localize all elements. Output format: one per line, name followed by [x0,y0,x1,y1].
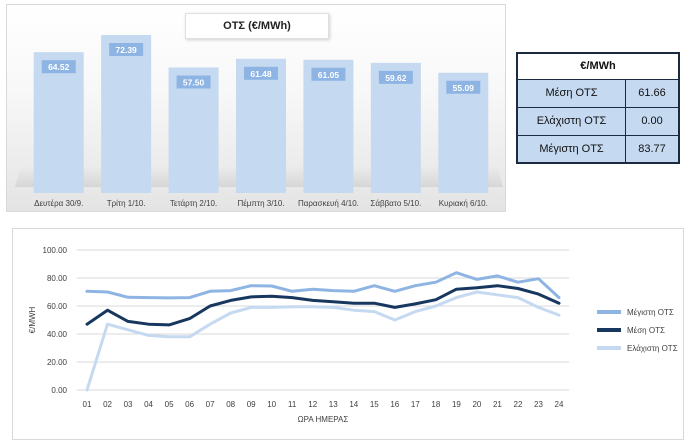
y-tick-label: 60.00 [47,302,68,311]
x-tick-label: 23 [534,400,543,409]
bar-category-label: Παρασκευή 4/10. [298,199,359,208]
min-price-line [85,290,561,392]
x-tick-label: 10 [267,400,276,409]
bar-chart-plot: 64.52 Δευτέρα 30/9. 72.39 Τρίτη 1/10. 57.50 Τ… [15,35,503,208]
bar-value-label: 72.39 [116,45,138,55]
bar-value-label-bg [244,66,278,80]
bar-value-label: 61.05 [318,70,340,80]
x-tick-label: 22 [514,400,523,409]
x-tick-label: 12 [308,400,317,409]
average-price-line [85,284,561,327]
y-tick-label: 0.00 [51,386,67,395]
bar-value-label: 55.09 [453,83,475,93]
x-tick-label: 20 [472,400,481,409]
legend-item-min: Ελάχιστη ΟΤΣ [597,341,687,355]
x-tick-label: 03 [124,400,133,409]
stats-value-minimum: 0.00 [625,106,680,136]
x-tick-label: 19 [452,400,461,409]
bar-category-label: Τρίτη 1/10. [107,199,146,208]
x-tick-label: 02 [103,400,112,409]
bar [236,58,286,193]
bar-category-label: Τετάρτη 2/10. [170,199,217,208]
stats-row-minimum: Ελάχιστη ΟΤΣ 0.00 [516,106,680,136]
y-tick-label: 80.00 [47,274,68,283]
bar-category-label: Δευτέρα 30/9. [34,199,83,208]
x-tick-label: 07 [206,400,215,409]
y-axis-title: €/MWH [28,306,37,333]
bar [101,35,152,193]
x-tick-label: 18 [431,400,440,409]
x-tick-label: 24 [555,400,564,409]
x-tick-label: 11 [288,400,297,409]
legend-label-min: Ελάχιστη ΟΤΣ [627,343,678,353]
stats-label-maximum: Μέγιστη ΟΤΣ [516,134,627,164]
bar [33,52,84,194]
bar-value-label-bg [311,67,346,81]
legend-label-max: Μέγιστη ΟΤΣ [627,307,674,317]
bar-value-label: 57.50 [183,77,205,87]
bar-category-label: Πέμπτη 3/10. [237,199,284,208]
legend-label-average: Μέση ΟΤΣ [627,325,665,335]
bar [370,62,421,193]
bar-value-label: 64.52 [48,62,70,72]
x-tick-label: 21 [493,400,502,409]
legend-swatch-max [597,310,621,314]
bar-category-label: Σάββατο 5/10. [370,199,421,208]
x-tick-label: 15 [370,400,379,409]
bar-value-label: 59.62 [385,73,407,83]
max-price-line [85,271,561,300]
bar-value-label-bg [176,75,211,89]
x-tick-label: 08 [226,400,235,409]
stats-row-average: Μέση ΟΤΣ 61.66 [516,78,680,108]
x-tick-label: 09 [247,400,256,409]
legend-swatch-min [597,346,621,350]
bar-value-label-bg [41,60,76,74]
bar-category-label: Κυριακή 6/10. [439,199,488,208]
stats-label-average: Μέση ΟΤΣ [516,78,627,108]
x-tick-label: 01 [83,400,92,409]
bar [303,59,354,193]
stats-table-header: €/MWh [516,52,680,80]
stats-value-maximum: 83.77 [625,134,680,164]
stats-value-average: 61.66 [625,78,680,108]
hourly-price-line-chart: 0.00 20.00 40.00 60.00 80.00 100.00 01 02 03 04 05… [12,228,684,440]
line-chart-plot: 0.00 20.00 40.00 60.00 80.00 100.00 01 02 03 04 05… [28,246,569,424]
x-tick-label: 06 [185,400,194,409]
bar-value-label-bg [446,80,481,94]
bar-value-label: 61.48 [250,69,272,79]
bar-chart-title: ΟΤΣ (€/MWh) [185,13,329,39]
bar-value-label-bg [378,70,413,84]
x-axis-title: ΩΡΑ ΗΜΕΡΑΣ [298,415,349,424]
x-tick-label: 13 [329,400,338,409]
x-tick-label: 16 [390,400,399,409]
bar-value-label-bg [109,43,144,56]
price-stats-table: €/MWh Μέση ΟΤΣ 61.66 Ελάχιστη ΟΤΣ 0.00 Μ… [516,52,680,164]
y-tick-label: 40.00 [47,330,68,339]
x-tick-label: 17 [411,400,420,409]
legend-item-average: Μέση ΟΤΣ [597,323,687,337]
y-tick-label: 20.00 [47,358,68,367]
stats-row-maximum: Μέγιστη ΟΤΣ 83.77 [516,134,680,164]
daily-price-bar-chart: 64.52 Δευτέρα 30/9. 72.39 Τρίτη 1/10. 57.50 Τ… [6,4,506,212]
stats-label-minimum: Ελάχιστη ΟΤΣ [516,106,627,136]
x-tick-label: 05 [165,400,174,409]
x-tick-label: 14 [349,400,358,409]
legend-swatch-average [597,328,621,332]
x-tick-label: 04 [144,400,153,409]
y-tick-label: 100.00 [43,246,68,255]
legend-item-max: Μέγιστη ΟΤΣ [597,305,687,319]
